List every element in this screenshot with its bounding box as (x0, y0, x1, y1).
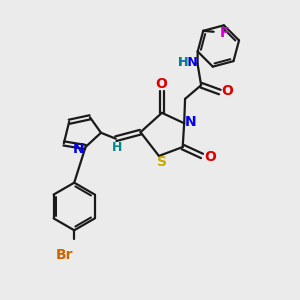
Text: N: N (72, 142, 84, 155)
Text: O: O (155, 77, 167, 91)
Text: H: H (178, 56, 188, 69)
Text: HN: HN (178, 56, 199, 69)
Text: N: N (185, 115, 197, 129)
Text: O: O (222, 84, 233, 98)
Text: Br: Br (56, 248, 74, 262)
Text: S: S (157, 155, 167, 170)
Text: H: H (112, 141, 122, 154)
Text: O: O (204, 149, 216, 164)
Text: F: F (219, 26, 229, 40)
